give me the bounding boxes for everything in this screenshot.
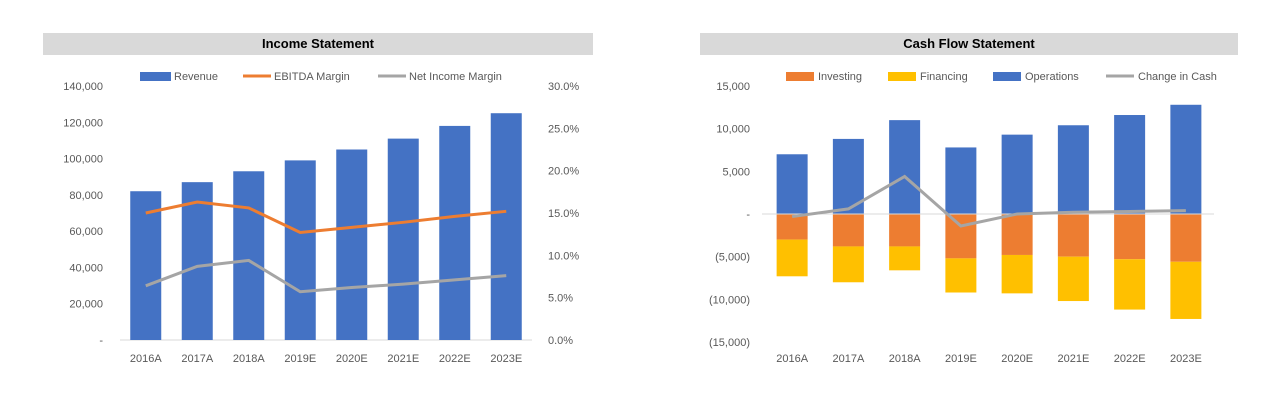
x-tick-label: 2017A <box>832 353 864 365</box>
investing-bar <box>1001 214 1033 255</box>
y-tick-label: (10,000) <box>709 294 750 306</box>
y-tick-label: 100,000 <box>63 154 103 166</box>
operations-bar <box>776 154 808 214</box>
revenue-bar <box>490 113 522 340</box>
revenue-bar <box>387 138 419 340</box>
legend-label: Investing <box>818 71 862 83</box>
x-tick-label: 2019E <box>945 353 977 365</box>
legend-swatch <box>888 72 916 81</box>
investing-bar <box>1114 214 1146 260</box>
y2-tick-label: 25.0% <box>548 123 579 135</box>
x-tick-label: 2018A <box>233 353 265 365</box>
legend-swatch <box>140 72 171 81</box>
financing-bar <box>1057 256 1089 302</box>
y-tick-label: 140,000 <box>63 81 103 93</box>
financing-bar <box>776 239 808 277</box>
revenue-bar <box>336 149 368 340</box>
revenue-bar <box>181 182 213 340</box>
x-tick-label: 2022E <box>439 353 471 365</box>
legend-label: Financing <box>920 71 968 83</box>
investing-bar <box>832 214 864 247</box>
financing-bar <box>1114 259 1146 310</box>
financing-bar <box>832 246 864 283</box>
y-tick-label: 40,000 <box>69 262 103 274</box>
y-tick-label: 80,000 <box>69 190 103 202</box>
revenue-bar <box>284 160 316 340</box>
legend-label: Revenue <box>174 71 218 83</box>
y-tick-label: - <box>746 209 750 221</box>
y2-tick-label: 5.0% <box>548 293 573 305</box>
financing-bar <box>889 246 921 271</box>
y2-tick-label: 30.0% <box>548 81 579 93</box>
y-tick-label: 20,000 <box>69 299 103 311</box>
x-tick-label: 2020E <box>336 353 368 365</box>
legend-label: Change in Cash <box>1138 71 1217 83</box>
y-tick-label: (5,000) <box>715 252 750 264</box>
x-tick-label: 2016A <box>776 353 808 365</box>
investing-bar <box>1170 214 1202 262</box>
legend-label: EBITDA Margin <box>274 71 350 83</box>
legend-swatch <box>993 72 1021 81</box>
change-in-cash-line <box>791 174 1186 228</box>
x-tick-label: 2021E <box>387 353 419 365</box>
y2-tick-label: 20.0% <box>548 166 579 178</box>
y-tick-label: (15,000) <box>709 337 750 349</box>
revenue-bar <box>233 171 265 340</box>
operations-bar <box>1057 125 1089 214</box>
investing-bar <box>1057 214 1089 257</box>
x-tick-label: 2023E <box>490 353 522 365</box>
y2-tick-label: 10.0% <box>548 250 579 262</box>
x-tick-label: 2020E <box>1001 353 1033 365</box>
chart-title: Cash Flow Statement <box>700 33 1238 55</box>
x-tick-label: 2022E <box>1114 353 1146 365</box>
operations-bar <box>1170 104 1202 214</box>
x-tick-label: 2023E <box>1170 353 1202 365</box>
y-tick-label: 120,000 <box>63 117 103 129</box>
y-tick-label: 15,000 <box>716 81 750 93</box>
x-tick-label: 2019E <box>284 353 316 365</box>
chart-title: Income Statement <box>43 33 593 55</box>
x-tick-label: 2018A <box>889 353 921 365</box>
x-tick-label: 2021E <box>1057 353 1089 365</box>
net-income-margin-line <box>145 258 507 294</box>
legend-swatch <box>786 72 814 81</box>
financing-bar <box>945 258 977 293</box>
legend-label: Net Income Margin <box>409 71 502 83</box>
x-tick-label: 2017A <box>181 353 213 365</box>
operations-bar <box>1114 115 1146 214</box>
y2-tick-label: 0.0% <box>548 335 573 347</box>
ebitda-margin-line <box>145 200 507 235</box>
investing-bar <box>889 214 921 247</box>
operations-bar <box>1001 134 1033 214</box>
y-tick-label: - <box>99 335 103 347</box>
x-tick-label: 2016A <box>130 353 162 365</box>
y-tick-label: 5,000 <box>722 166 750 178</box>
legend-label: Operations <box>1025 71 1079 83</box>
y-tick-label: 60,000 <box>69 226 103 238</box>
investing-bar <box>776 214 808 240</box>
y2-tick-label: 15.0% <box>548 208 579 220</box>
operations-bar <box>889 120 921 214</box>
financing-bar <box>1170 261 1202 319</box>
investing-bar <box>945 214 977 259</box>
operations-bar <box>945 147 977 214</box>
revenue-bar <box>130 191 162 340</box>
y-tick-label: 10,000 <box>716 124 750 136</box>
financing-bar <box>1001 254 1033 294</box>
revenue-bar <box>439 125 471 341</box>
